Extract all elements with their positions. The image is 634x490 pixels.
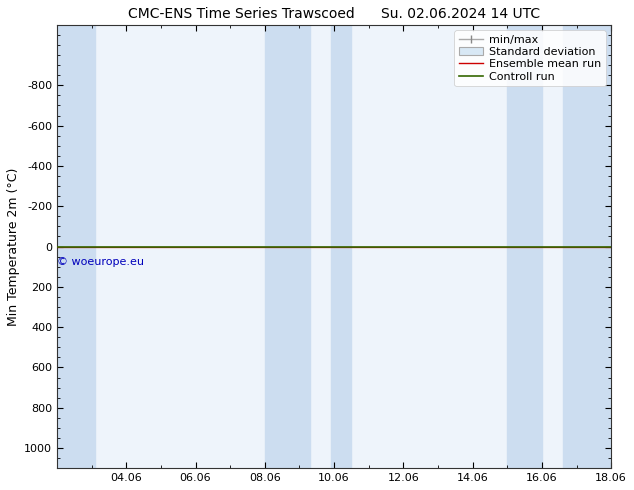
Bar — [563, 25, 611, 468]
Bar — [507, 25, 542, 468]
Title: CMC-ENS Time Series Trawscoed      Su. 02.06.2024 14 UTC: CMC-ENS Time Series Trawscoed Su. 02.06.… — [128, 7, 540, 21]
Bar — [57, 25, 95, 468]
Y-axis label: Min Temperature 2m (°C): Min Temperature 2m (°C) — [7, 168, 20, 326]
Text: © woeurope.eu: © woeurope.eu — [57, 257, 144, 267]
Bar — [265, 25, 310, 468]
Bar — [330, 25, 351, 468]
Legend: min/max, Standard deviation, Ensemble mean run, Controll run: min/max, Standard deviation, Ensemble me… — [455, 30, 605, 86]
